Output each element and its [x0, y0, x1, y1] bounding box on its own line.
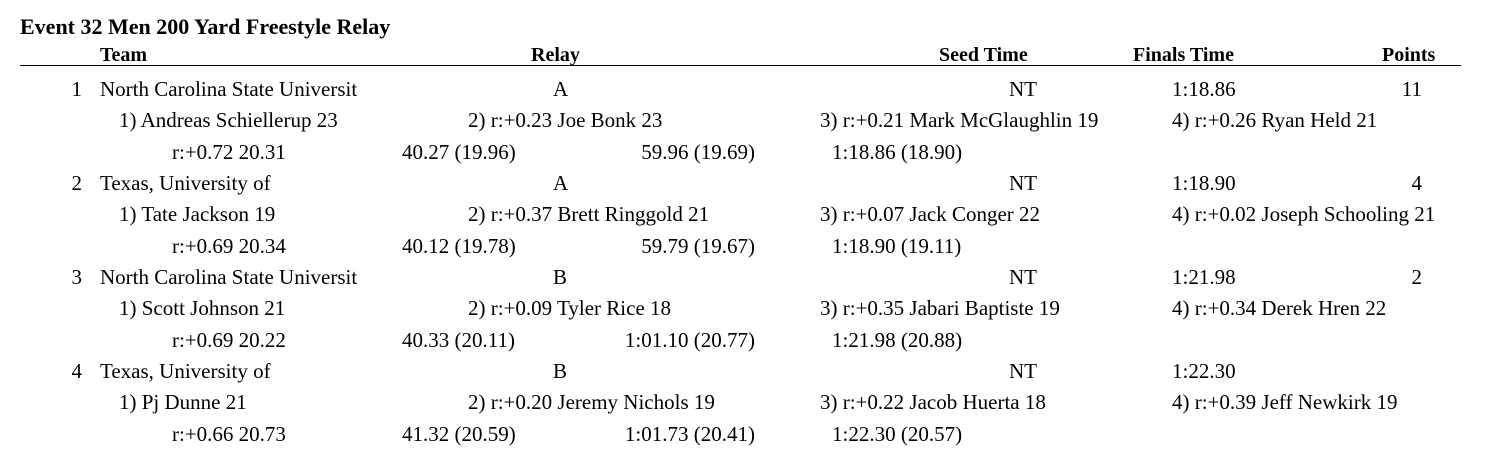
finals-time: 1:18.90 — [1172, 171, 1236, 195]
header-team: Team — [100, 44, 148, 66]
swimmer-1: 1) Tate Jackson 19 — [119, 202, 276, 226]
swimmer-3: 3) r:+0.35 Jabari Baptiste 19 — [820, 296, 1060, 320]
split-2: 41.32 (20.59) — [402, 422, 516, 446]
split-1: r:+0.69 20.22 — [172, 328, 286, 352]
finals-time: 1:18.86 — [1172, 77, 1236, 101]
swimmer-2: 2) r:+0.37 Brett Ringgold 21 — [468, 202, 710, 226]
swimmer-4: 4) r:+0.39 Jeff Newkirk 19 — [1172, 390, 1398, 414]
split-4: 1:18.90 (19.11) — [832, 234, 962, 258]
relay-letter: B — [553, 265, 568, 289]
splits-row: r:+0.66 20.73 41.32 (20.59) 1:01.73 (20.… — [0, 422, 1510, 454]
team-name: Texas, University of — [100, 171, 271, 195]
result-row: 3 North Carolina State Universit B NT 1:… — [0, 265, 1510, 297]
team-name: North Carolina State Universit — [100, 265, 358, 289]
header-seed-time: Seed Time — [939, 44, 1028, 66]
seed-time: NT — [1009, 171, 1037, 195]
place: 4 — [71, 359, 83, 383]
swimmer-4: 4) r:+0.34 Derek Hren 22 — [1172, 296, 1387, 320]
header-points: Points — [1382, 44, 1436, 66]
points: 4 — [1411, 171, 1423, 195]
team-name: Texas, University of — [100, 359, 271, 383]
split-4: 1:21.98 (20.88) — [832, 328, 963, 352]
swimmers-row: 1) Andreas Schiellerup 23 2) r:+0.23 Joe… — [0, 108, 1510, 140]
split-3: 1:01.73 (20.41) — [624, 422, 755, 446]
swimmer-4: 4) r:+0.02 Joseph Schooling 21 — [1172, 202, 1436, 226]
swimmer-2: 2) r:+0.09 Tyler Rice 18 — [468, 296, 672, 320]
header-relay: Relay — [531, 44, 580, 66]
result-row: 2 Texas, University of A NT 1:18.90 4 — [0, 171, 1510, 203]
split-3: 1:01.10 (20.77) — [624, 328, 755, 352]
swimmers-row: 1) Tate Jackson 19 2) r:+0.37 Brett Ring… — [0, 202, 1510, 234]
swimmers-row: 1) Pj Dunne 21 2) r:+0.20 Jeremy Nichols… — [0, 390, 1510, 422]
result-row: 4 Texas, University of B NT 1:22.30 — [0, 359, 1510, 391]
swimmer-2: 2) r:+0.23 Joe Bonk 23 — [468, 108, 663, 132]
event-title: Event 32 Men 200 Yard Freestyle Relay — [20, 14, 391, 39]
swimmer-4: 4) r:+0.26 Ryan Held 21 — [1172, 108, 1378, 132]
split-1: r:+0.66 20.73 — [172, 422, 286, 446]
points: 2 — [1411, 265, 1423, 289]
swimmer-3: 3) r:+0.07 Jack Conger 22 — [820, 202, 1041, 226]
result-row: 1 North Carolina State Universit A NT 1:… — [0, 77, 1510, 109]
split-2: 40.33 (20.11) — [402, 328, 515, 352]
swimmer-3: 3) r:+0.21 Mark McGlaughlin 19 — [820, 108, 1099, 132]
split-1: r:+0.72 20.31 — [172, 140, 286, 164]
splits-row: r:+0.72 20.31 40.27 (19.96) 59.96 (19.69… — [0, 140, 1510, 172]
team-name: North Carolina State Universit — [100, 77, 358, 101]
seed-time: NT — [1009, 77, 1037, 101]
swimmers-row: 1) Scott Johnson 21 2) r:+0.09 Tyler Ric… — [0, 296, 1510, 328]
split-4: 1:18.86 (18.90) — [832, 140, 963, 164]
relay-letter: A — [553, 171, 569, 195]
splits-row: r:+0.69 20.22 40.33 (20.11) 1:01.10 (20.… — [0, 328, 1510, 360]
swimmer-2: 2) r:+0.20 Jeremy Nichols 19 — [468, 390, 715, 414]
header-divider — [20, 65, 1461, 66]
split-2: 40.12 (19.78) — [402, 234, 516, 258]
relay-letter: B — [553, 359, 568, 383]
place: 3 — [71, 265, 83, 289]
finals-time: 1:21.98 — [1172, 265, 1236, 289]
swimmer-1: 1) Pj Dunne 21 — [119, 390, 247, 414]
points: 11 — [1401, 77, 1422, 101]
header-finals-time: Finals Time — [1133, 44, 1234, 66]
place: 1 — [71, 77, 83, 101]
swimmer-3: 3) r:+0.22 Jacob Huerta 18 — [820, 390, 1046, 414]
splits-row: r:+0.69 20.34 40.12 (19.78) 59.79 (19.67… — [0, 234, 1510, 266]
relay-letter: A — [553, 77, 569, 101]
place: 2 — [71, 171, 83, 195]
seed-time: NT — [1009, 265, 1037, 289]
split-1: r:+0.69 20.34 — [172, 234, 286, 258]
swimmer-1: 1) Andreas Schiellerup 23 — [119, 108, 338, 132]
split-2: 40.27 (19.96) — [402, 140, 516, 164]
split-4: 1:22.30 (20.57) — [832, 422, 963, 446]
seed-time: NT — [1009, 359, 1037, 383]
finals-time: 1:22.30 — [1172, 359, 1236, 383]
split-3: 59.96 (19.69) — [641, 140, 755, 164]
swimmer-1: 1) Scott Johnson 21 — [119, 296, 286, 320]
split-3: 59.79 (19.67) — [641, 234, 755, 258]
